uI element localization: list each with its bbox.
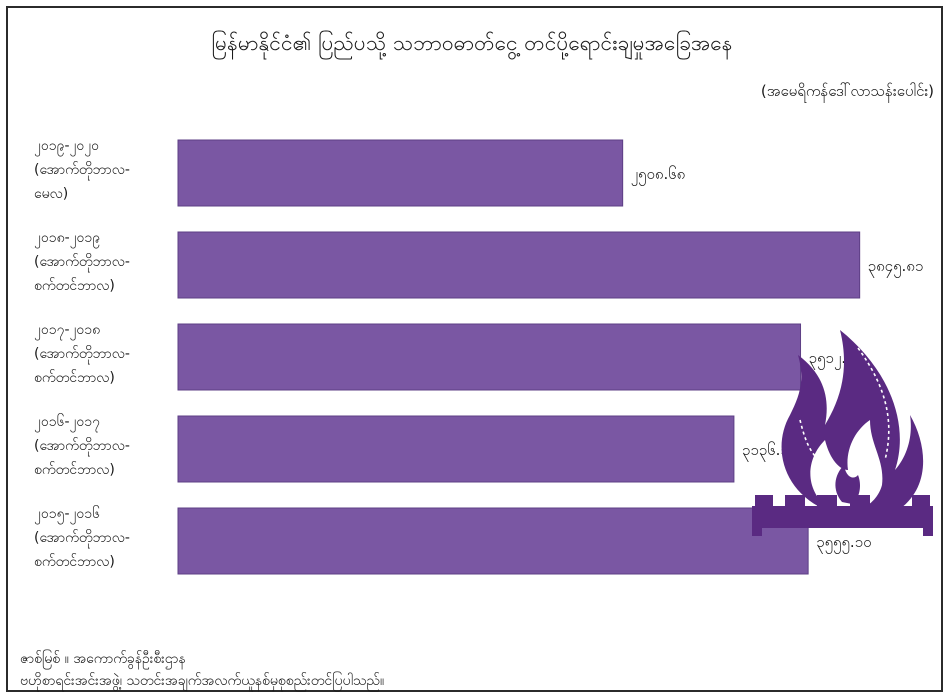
category-label-1-line-1: ၂၀၁၉-၂၀၂၀ — [34, 138, 99, 156]
category-label-5-line-2: (အောက်တိုဘာလ- — [34, 530, 130, 548]
category-label-5-line-3: စက်တင်ဘာလ) — [34, 554, 115, 570]
bars-layer — [177, 139, 861, 575]
bar-2 — [177, 231, 861, 299]
category-label-2-line-3: စက်တင်ဘာလ) — [34, 278, 115, 294]
category-label-3-line-3: စက်တင်ဘာလ) — [34, 370, 115, 386]
bar-4 — [177, 415, 735, 483]
bar-5 — [177, 507, 809, 575]
category-label-1-line-3: မေလ) — [34, 186, 68, 202]
category-label-2-line-1: ၂၀၁၈-၂၀၁၉ — [34, 230, 100, 248]
category-label-5-line-1: ၂၀၁၅-၂၀၁၆ — [34, 506, 100, 524]
bar-1 — [177, 139, 624, 207]
category-label-1-line-2: (အောက်တိုဘာလ- — [34, 162, 130, 180]
gas-flame-icon — [752, 330, 933, 536]
category-label-4-line-2: (အောက်တိုဘာလ- — [34, 438, 130, 456]
category-label-4-line-1: ၂၀၁၆-၂၀၁၇ — [34, 414, 100, 432]
bar-3 — [177, 323, 802, 391]
category-labels: ၂၀၁၉-၂၀၂၀ (အောက်တိုဘာလ- မေလ) ၂၀၁၈-၂၀၁၉ (အောက… — [34, 138, 130, 570]
value-label-5: ၃၅၅၅.၁၀ — [816, 533, 871, 554]
source-line-2: ဗဟိုစာရင်းအင်းအဖွဲ့၊ သတင်းအချက်အလက်ယူနစ်… — [20, 672, 384, 691]
chart-title: မြန်မာနိုင်ငံ၏ ပြည်ပသို့ သဘာဝဓာတ်ငွေ့ တင… — [211, 29, 732, 61]
category-label-2-line-2: (အောက်တိုဘာလ- — [34, 254, 130, 272]
unit-label: (အမေရိကန်ဒေါ်လာသန်းပေါင်း) — [761, 82, 934, 103]
category-label-4-line-3: စက်တင်ဘာလ) — [34, 462, 115, 478]
source-line-1: ဇာစ်မြစ် ။ အကောက်ခွန်ဦးစီးဌာန — [20, 650, 186, 669]
category-label-3-line-1: ၂၀၁၇-၂၀၁၈ — [34, 322, 100, 340]
category-label-3-line-2: (အောက်တိုဘာလ- — [34, 346, 130, 364]
value-label-2: ၃၈၄၅.၈၁ — [868, 257, 924, 278]
value-label-1: ၂၅၀၈.၆၈ — [631, 165, 686, 186]
